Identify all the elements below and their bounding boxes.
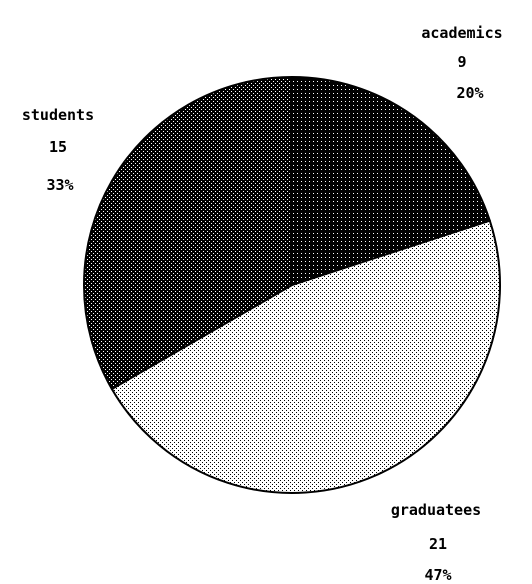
slice-label-students: students 15 33% xyxy=(22,106,94,194)
pie-slice-graduatees xyxy=(110,219,501,494)
pie-slice-students xyxy=(83,75,293,391)
slice-value-academics: 9 xyxy=(457,53,466,71)
slice-value-students: 15 xyxy=(49,138,67,156)
pie-slices xyxy=(83,75,501,494)
slice-name-academics: academics xyxy=(421,24,502,42)
slice-label-academics: academics 9 20% xyxy=(421,24,502,102)
slice-name-graduatees: graduatees xyxy=(391,501,481,519)
slice-label-graduatees: graduatees 21 47% xyxy=(391,501,481,584)
slice-percent-academics: 20% xyxy=(456,84,483,102)
pie-slice-academics xyxy=(291,75,492,287)
slice-value-graduatees: 21 xyxy=(429,535,447,553)
slice-name-students: students xyxy=(22,106,94,124)
slice-percent-students: 33% xyxy=(46,176,73,194)
slice-percent-graduatees: 47% xyxy=(424,566,451,584)
